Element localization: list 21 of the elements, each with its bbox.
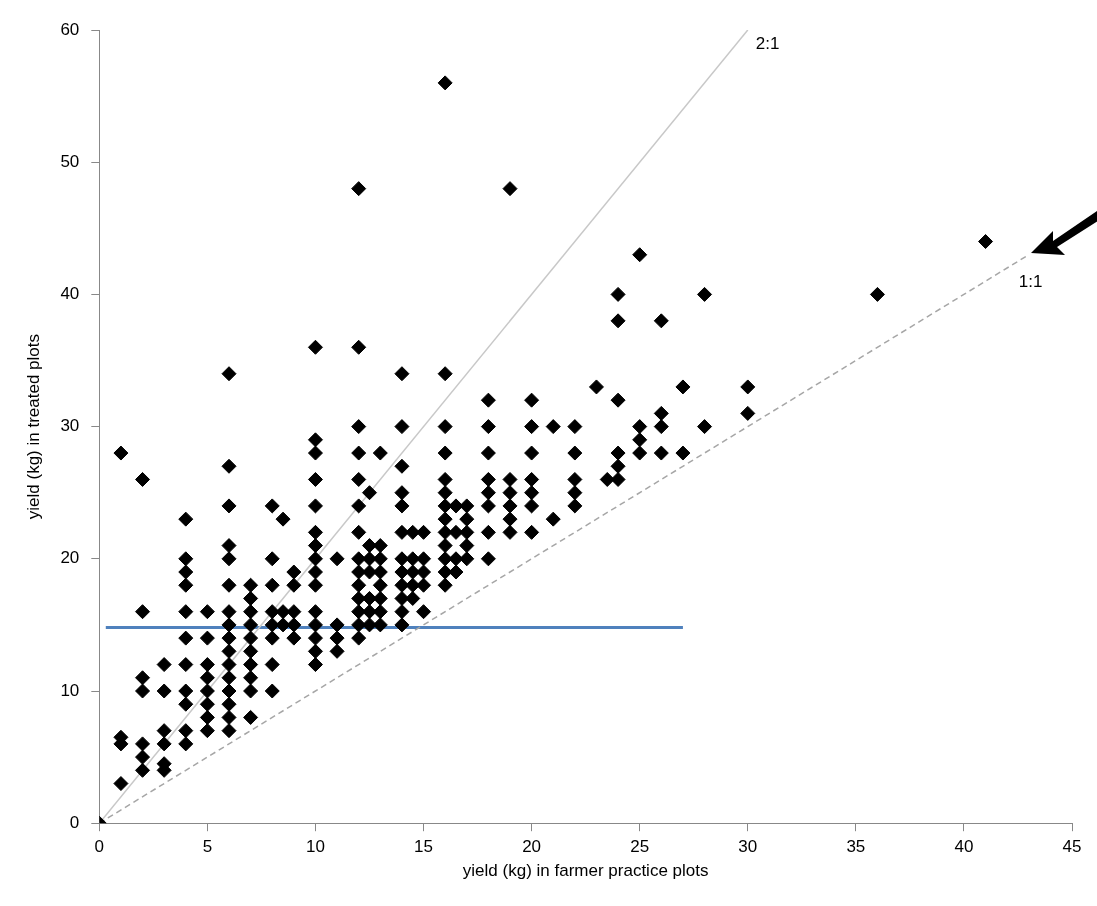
series-label: 2:1	[755, 33, 780, 53]
x-tick-label: 40	[954, 837, 974, 857]
series-label: 1:1	[1018, 272, 1043, 292]
y-tick-label: 20	[60, 548, 80, 568]
x-tick-label: 45	[1062, 837, 1082, 857]
x-axis-title: yield (kg) in farmer practice plots	[462, 861, 709, 881]
y-tick-label: 60	[60, 19, 80, 39]
x-tick-label: 5	[202, 837, 213, 857]
x-tick-label: 25	[630, 837, 650, 857]
x-tick-label: 0	[94, 837, 105, 857]
y-tick-label: 50	[60, 151, 80, 171]
y-tick-label: 10	[60, 680, 80, 700]
y-axis-title: yield (kg) in treated plots	[23, 334, 43, 520]
y-tick-label: 40	[60, 284, 80, 304]
x-tick-label: 35	[846, 837, 866, 857]
y-tick-label: 30	[60, 416, 80, 436]
x-tick-label: 30	[738, 837, 758, 857]
x-tick-label: 10	[306, 837, 325, 857]
x-tick-label: 15	[414, 837, 434, 857]
x-tick-label: 20	[522, 837, 542, 857]
y-tick-label: 0	[69, 812, 80, 832]
